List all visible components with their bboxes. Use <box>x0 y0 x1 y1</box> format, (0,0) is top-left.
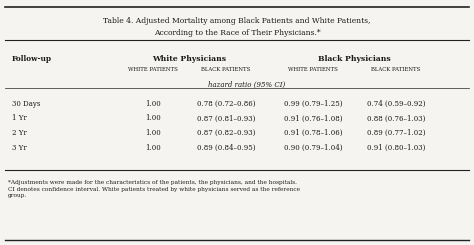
Text: 3 Yr: 3 Yr <box>12 144 27 151</box>
Text: Table 4. Adjusted Mortality among Black Patients and White Patients,: Table 4. Adjusted Mortality among Black … <box>103 17 371 25</box>
Text: hazard ratio (95% CI): hazard ratio (95% CI) <box>209 81 286 89</box>
Text: 1.00: 1.00 <box>145 114 161 122</box>
Text: 1.00: 1.00 <box>145 129 161 137</box>
Text: 0.91 (0.78–1.06): 0.91 (0.78–1.06) <box>284 129 342 137</box>
Text: 0.90 (0.79–1.04): 0.90 (0.79–1.04) <box>284 144 342 151</box>
Text: 1.00: 1.00 <box>145 100 161 108</box>
Text: WHITE PATIENTS: WHITE PATIENTS <box>128 67 178 72</box>
Text: 0.89 (0.77–1.02): 0.89 (0.77–1.02) <box>367 129 425 137</box>
Text: 1.00: 1.00 <box>145 144 161 151</box>
Text: Follow-up: Follow-up <box>12 55 52 63</box>
Text: 0.89 (0.84–0.95): 0.89 (0.84–0.95) <box>197 144 255 151</box>
Text: White Physicians: White Physicians <box>153 55 227 63</box>
Text: According to the Race of Their Physicians.*: According to the Race of Their Physician… <box>154 29 320 37</box>
Text: BLACK PATIENTS: BLACK PATIENTS <box>201 67 251 72</box>
Text: 0.78 (0.72–0.86): 0.78 (0.72–0.86) <box>197 100 255 108</box>
Text: 0.88 (0.76–1.03): 0.88 (0.76–1.03) <box>367 114 425 122</box>
Text: 0.74 (0.59–0.92): 0.74 (0.59–0.92) <box>367 100 425 108</box>
Text: 0.91 (0.76–1.08): 0.91 (0.76–1.08) <box>284 114 342 122</box>
Text: WHITE PATIENTS: WHITE PATIENTS <box>288 67 338 72</box>
Text: 0.99 (0.79–1.25): 0.99 (0.79–1.25) <box>284 100 342 108</box>
Text: 1 Yr: 1 Yr <box>12 114 27 122</box>
Text: 30 Days: 30 Days <box>12 100 40 108</box>
Text: 0.91 (0.80–1.03): 0.91 (0.80–1.03) <box>367 144 425 151</box>
Text: *Adjustments were made for the characteristics of the patients, the physicians, : *Adjustments were made for the character… <box>8 180 300 198</box>
Text: Black Physicians: Black Physicians <box>318 55 391 63</box>
Text: 2 Yr: 2 Yr <box>12 129 27 137</box>
Text: 0.87 (0.81–0.93): 0.87 (0.81–0.93) <box>197 114 255 122</box>
Text: BLACK PATIENTS: BLACK PATIENTS <box>371 67 421 72</box>
Text: 0.87 (0.82–0.93): 0.87 (0.82–0.93) <box>197 129 255 137</box>
